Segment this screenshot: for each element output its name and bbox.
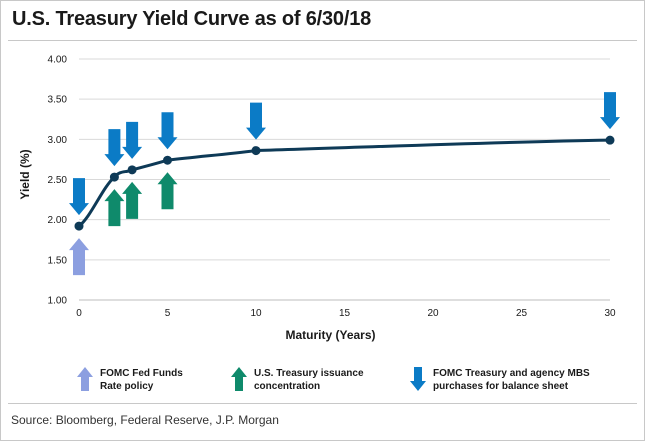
source-note: Source: Bloomberg, Federal Reserve, J.P.… (11, 413, 279, 427)
legend-label: U.S. Treasury issuance concentration (254, 367, 364, 393)
legend-label-line1: U.S. Treasury issuance (254, 368, 364, 379)
data-point (74, 221, 84, 231)
fomc-arrow-down (157, 112, 178, 150)
fomc-arrow-down (246, 102, 266, 140)
source-divider (8, 403, 637, 404)
y-tick-label: 2.00 (48, 215, 68, 226)
x-tick-label: 10 (250, 308, 262, 319)
data-point (127, 165, 137, 175)
legend-label: FOMC Treasury and agency MBS purchases f… (433, 367, 590, 393)
x-tick-label: 30 (604, 308, 616, 319)
treasury-arrow-up (122, 181, 143, 219)
legend-label-line2: concentration (254, 381, 321, 392)
title-divider (8, 40, 637, 41)
data-point (251, 146, 261, 156)
legend-arrow-shape (77, 367, 93, 391)
y-tick-label: 4.00 (48, 55, 68, 66)
x-tick-label: 5 (165, 308, 171, 319)
yield-curve-chart: 1.00 1.50 2.00 2.50 3.00 3.50 4.00 0 5 10 15 20 25 30… (18, 55, 620, 342)
legend-arrow-shape (231, 367, 247, 391)
legend-arrow-up-icon (231, 367, 247, 391)
legend-label: FOMC Fed Funds Rate policy (100, 367, 183, 393)
legend-item-fed-funds: FOMC Fed Funds Rate policy (76, 366, 183, 393)
x-tick-label: 25 (516, 308, 528, 319)
y-axis-label: Yield (%) (18, 149, 32, 199)
legend-label-line2: Rate policy (100, 381, 154, 392)
y-tick-label: 2.50 (48, 175, 68, 186)
y-tick-label: 3.50 (48, 95, 68, 106)
fomc-arrow-down (104, 129, 125, 167)
chart-title: U.S. Treasury Yield Curve as of 6/30/18 (12, 8, 372, 30)
x-tick-label: 20 (427, 308, 439, 319)
legend-label-line2: purchases for balance sheet (433, 381, 569, 392)
data-point (605, 135, 615, 145)
data-point (109, 172, 119, 182)
treasury-arrow-up (104, 189, 125, 227)
legend-item-treasury: U.S. Treasury issuance concentration (230, 366, 364, 393)
fomc-arrow-down (69, 178, 89, 216)
x-tick-label: 15 (339, 308, 351, 319)
legend-label-line1: FOMC Fed Funds (100, 368, 183, 379)
legend-item-fomc: FOMC Treasury and agency MBS purchases f… (409, 366, 590, 393)
legend-arrow-down-icon (410, 367, 426, 391)
data-point (163, 155, 172, 165)
legend-arrow-shape (410, 367, 426, 391)
y-tick-label: 1.50 (48, 255, 68, 266)
fed_funds-arrow-up (69, 238, 89, 276)
x-tick-label: 0 (76, 308, 82, 319)
fomc-arrow-down (600, 92, 620, 130)
legend-arrow-up-icon (77, 367, 93, 391)
y-tick-label: 1.00 (48, 296, 68, 307)
x-axis-label: Maturity (Years) (285, 328, 375, 342)
treasury-arrow-up (157, 172, 178, 210)
fomc-arrow-down (122, 121, 143, 159)
legend-label-line1: FOMC Treasury and agency MBS (433, 368, 590, 379)
y-tick-label: 3.00 (48, 135, 68, 146)
